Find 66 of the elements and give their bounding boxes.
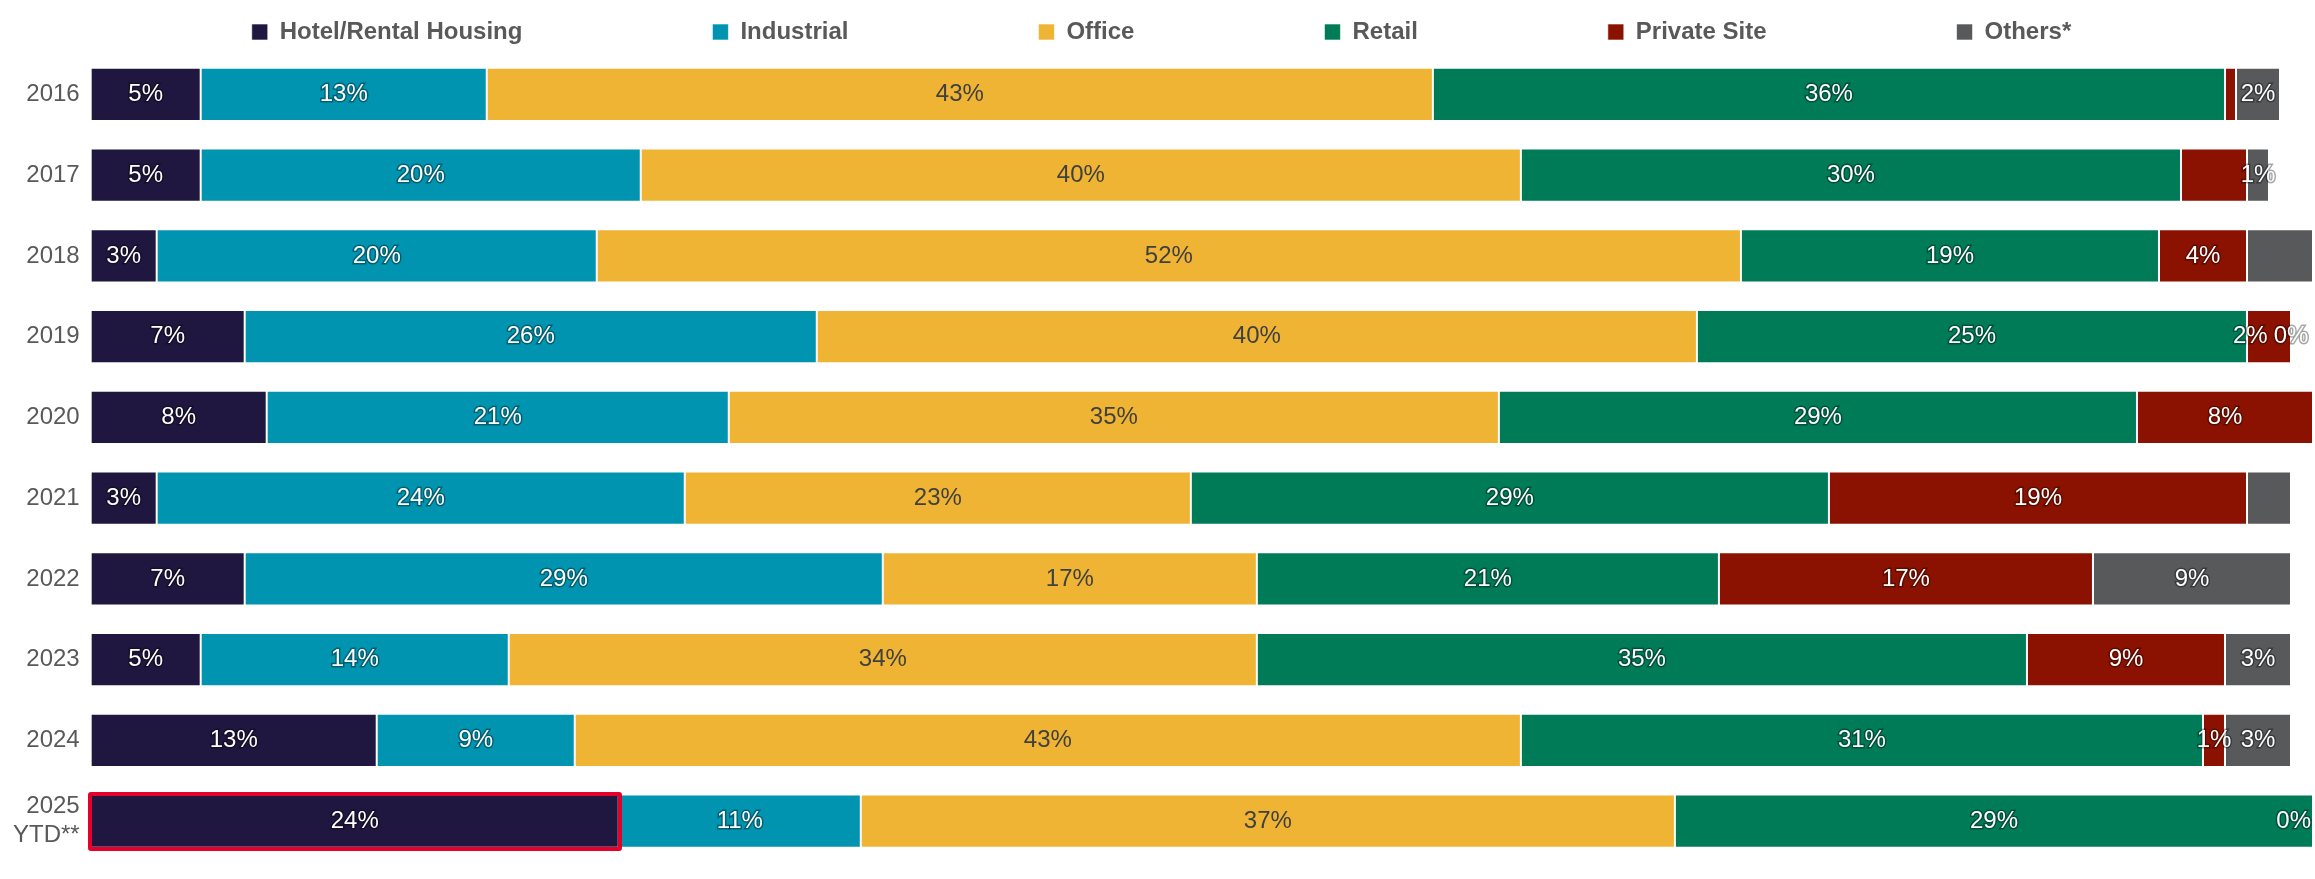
y-tick-label: 2021 xyxy=(26,482,80,510)
data-label: 3% xyxy=(106,240,142,268)
y-tick-label: 2023 xyxy=(26,644,80,672)
data-label: 30% xyxy=(1826,159,1875,187)
data-label: 20% xyxy=(352,240,401,268)
legend-label: Industrial xyxy=(740,16,849,44)
data-label: 0% xyxy=(2276,805,2311,833)
data-label: 13% xyxy=(319,79,368,106)
y-tick-label: 2025 YTD** xyxy=(12,791,80,848)
data-label: 52% xyxy=(1144,240,1193,268)
data-label: 7% xyxy=(150,563,186,591)
data-label: 25% xyxy=(1947,321,1996,349)
data-label: 24% xyxy=(330,805,379,833)
data-label: 5% xyxy=(128,159,164,187)
legend-label: Hotel/Rental Housing xyxy=(279,16,523,44)
data-label: 29% xyxy=(1793,402,1842,430)
data-label: 35% xyxy=(1089,402,1138,430)
y-tick-label: 2020 xyxy=(26,402,80,430)
data-label: 8% xyxy=(161,402,197,430)
data-label: 3% xyxy=(2240,725,2276,753)
data-label: 34% xyxy=(858,644,907,672)
data-label: 19% xyxy=(1925,240,1974,268)
data-label: 29% xyxy=(1969,805,2018,833)
data-label: 24% xyxy=(396,482,445,510)
data-label: 31% xyxy=(1837,725,1886,753)
data-label: 8% xyxy=(2207,402,2243,430)
data-label: 2% xyxy=(2240,79,2276,106)
data-label: 43% xyxy=(1023,725,1072,753)
data-label: 21% xyxy=(1463,563,1512,591)
data-label: 23% xyxy=(913,482,962,510)
data-label: 35% xyxy=(1617,644,1666,672)
data-label: 9% xyxy=(2108,644,2144,672)
y-tick-label: 2019 xyxy=(26,321,80,349)
data-label: 13% xyxy=(209,725,258,753)
data-label: 3% xyxy=(106,482,142,510)
data-label: 3% xyxy=(2240,644,2276,672)
legend-label: Office xyxy=(1066,16,1135,44)
data-label: 11% xyxy=(716,805,763,833)
y-tick-label: 2018 xyxy=(26,240,80,268)
data-label: 19% xyxy=(2013,482,2062,510)
data-label: 36% xyxy=(1804,79,1853,106)
data-label: 29% xyxy=(1485,482,1534,510)
data-label: 5% xyxy=(128,644,164,672)
data-label: 20% xyxy=(396,159,445,187)
data-label: 40% xyxy=(1232,321,1281,349)
legend-label: Private Site xyxy=(1635,16,1767,44)
data-label: 4% xyxy=(2185,240,2221,268)
data-label: 43% xyxy=(935,79,984,106)
data-label: 7% xyxy=(150,321,186,349)
data-label: 29% xyxy=(539,563,588,591)
data-label: 17% xyxy=(1045,563,1094,591)
data-label: 21% xyxy=(473,402,522,430)
data-label: 40% xyxy=(1056,159,1105,187)
legend-label: Others* xyxy=(1984,16,2072,44)
data-label: 5% xyxy=(128,79,164,106)
data-label: 9% xyxy=(458,725,494,753)
legend-label: Retail xyxy=(1352,16,1418,44)
data-label: 17% xyxy=(1881,563,1930,591)
data-label: 37% xyxy=(1243,805,1292,833)
data-label: 26% xyxy=(506,321,555,349)
y-tick-label: 2017 xyxy=(26,159,80,187)
y-tick-label: 2016 xyxy=(26,79,80,106)
y-tick-label: 2024 xyxy=(26,725,80,753)
data-label: 14% xyxy=(330,644,379,672)
y-tick-label: 2022 xyxy=(26,563,80,591)
data-label: 9% xyxy=(2174,563,2210,591)
